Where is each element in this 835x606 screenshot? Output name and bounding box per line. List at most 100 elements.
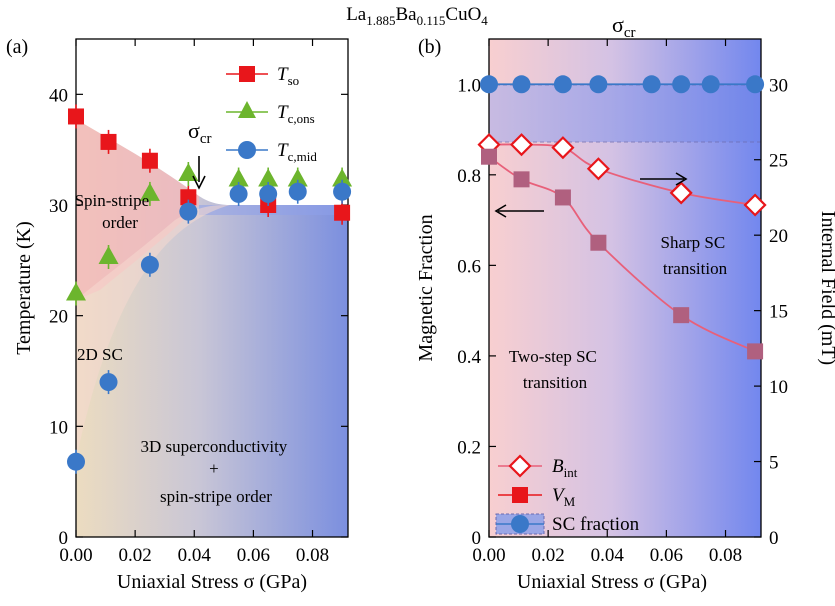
- legend-sc-fraction-label: SC fraction: [552, 514, 640, 535]
- legend-t-so-marker: [239, 66, 255, 82]
- data-point-square: [180, 189, 197, 206]
- y-tick-label: 1.0: [457, 75, 481, 96]
- sigma-cr-annotation-a: σcr: [188, 118, 212, 190]
- spin-stripe-label: Spin-stripe order: [75, 191, 154, 232]
- arrow-left: [494, 204, 544, 218]
- data-point-triangle: [258, 168, 279, 187]
- y-tick-label: 40: [49, 85, 68, 106]
- y-tick-label: 0: [59, 528, 69, 549]
- legend-t-c-ons-label: Tc,ons: [277, 102, 315, 126]
- data-point-square: [481, 148, 497, 165]
- data-point-circle: [99, 373, 118, 392]
- y2-tick-label: 15: [769, 302, 788, 323]
- panel-b-label: (b): [418, 36, 441, 58]
- data-point-circle: [642, 75, 661, 94]
- svg-text:σcr: σcr: [188, 118, 212, 147]
- panel-b-ylabel: Magnetic Fraction: [415, 214, 437, 361]
- y2-tick-label: 25: [769, 151, 788, 172]
- y-tick-label: 0.2: [457, 437, 481, 458]
- legend-t-c-mid-marker: [238, 141, 256, 159]
- sharp-sc-label: Sharp SC transition: [661, 233, 730, 278]
- y-tick-label: 0.8: [457, 166, 481, 187]
- x-tick-label: 0.08: [709, 545, 742, 566]
- panel-b: 0.00 0.02 0.04 0.06 0.08 0 0.2 0.4 0.6 0.8 1.0 0 5 10…: [415, 12, 835, 593]
- x-tick-label: 0.00: [472, 545, 505, 566]
- y2-tick-label: 10: [769, 377, 788, 398]
- data-point-circle: [701, 75, 720, 94]
- legend-sc-fraction-marker: [511, 515, 529, 533]
- data-point-diamond: [551, 136, 575, 160]
- data-point-circle: [67, 452, 85, 471]
- y-tick-label: 30: [49, 196, 68, 217]
- y-tick-label: 20: [49, 307, 68, 328]
- data-point-triangle: [66, 282, 86, 301]
- data-point-square: [590, 234, 607, 251]
- data-point-circle: [333, 182, 352, 201]
- two-step-sc-label: Two-step SC transition: [509, 347, 601, 392]
- y2-tick-label: 20: [769, 226, 788, 247]
- data-point-triangle: [287, 168, 308, 187]
- x-tick-label: 0.08: [296, 545, 329, 566]
- panel-b-frame: [488, 38, 762, 538]
- x-tick-label: 0.06: [650, 545, 683, 566]
- y2-tick-label: 0: [769, 528, 779, 549]
- x-tick-label: 0.04: [591, 545, 625, 566]
- data-point-circle: [480, 75, 498, 94]
- data-point-circle: [512, 75, 531, 94]
- data-point-circle: [672, 75, 691, 94]
- data-point-circle: [746, 75, 765, 94]
- panel-b-top-label: σcr: [612, 12, 636, 41]
- data-point-triangle: [228, 168, 249, 187]
- legend-t-c-mid-label: Tc,mid: [277, 140, 317, 164]
- data-point-triangle: [98, 246, 119, 265]
- sc2d-region: [76, 205, 230, 460]
- panel-a-xlabel: Uniaxial Stress σ (GPa): [117, 571, 307, 593]
- data-point-triangle: [332, 168, 353, 187]
- legend-b-int-label: Bint: [552, 456, 578, 480]
- panel-a-label: (a): [6, 36, 28, 58]
- panel-a-legend: Tso Tc,ons Tc,mid: [226, 64, 317, 164]
- legend-t-so-label: Tso: [277, 64, 299, 88]
- panel-b-xlabel: Uniaxial Stress σ (GPa): [517, 571, 707, 593]
- sc2d-label: 2D SC: [77, 345, 123, 364]
- data-point-circle: [288, 182, 307, 201]
- y-tick-label: 0.4: [457, 347, 481, 368]
- arrow-right: [640, 172, 688, 186]
- x-tick-label: 0.02: [119, 545, 152, 566]
- y-tick-label: 0.6: [457, 256, 481, 277]
- data-point-square: [141, 152, 158, 169]
- panel-a: 0.00 0.02 0.04 0.06 0.08 0 10 20 30 40 (a) Uniaxi…: [6, 36, 353, 593]
- normal-state-region: [76, 39, 348, 205]
- y-tick-label: 0: [472, 528, 482, 549]
- data-point-square: [673, 307, 690, 324]
- data-point-circle: [140, 255, 159, 274]
- panel-b-legend: Bint VM SC fraction: [495, 454, 640, 535]
- data-point-circle: [589, 75, 608, 94]
- y2-tick-label: 30: [769, 75, 788, 96]
- figure-title: La1.885Ba0.115CuO4: [346, 4, 488, 28]
- panel-b-y2label: Internal Field (mT): [817, 211, 835, 365]
- data-point-square: [68, 108, 84, 125]
- legend-t-c-ons-marker: [238, 101, 256, 118]
- data-point-triangle: [139, 182, 160, 201]
- panel-a-ylabel: Temperature (K): [13, 221, 35, 355]
- y-tick-label: 10: [49, 417, 68, 438]
- data-point-diamond: [509, 133, 534, 157]
- data-point-square: [334, 204, 351, 221]
- x-tick-label: 0.04: [178, 545, 212, 566]
- legend-v-m-marker: [512, 487, 528, 503]
- data-point-circle: [259, 184, 278, 203]
- data-point-circle: [553, 75, 572, 94]
- legend-b-int-marker: [508, 454, 532, 478]
- sc-fraction-band: [489, 84, 761, 143]
- data-point-diamond: [586, 157, 610, 181]
- data-point-circle: [229, 184, 248, 203]
- sc3d-label: 3D superconductivity + spin-stripe order: [140, 437, 291, 506]
- x-tick-label: 0.06: [237, 545, 270, 566]
- x-tick-label: 0.00: [59, 545, 92, 566]
- data-point-diamond: [743, 193, 767, 217]
- data-point-diamond: [669, 181, 693, 205]
- y2-tick-label: 5: [769, 453, 779, 474]
- data-point-square: [747, 343, 764, 360]
